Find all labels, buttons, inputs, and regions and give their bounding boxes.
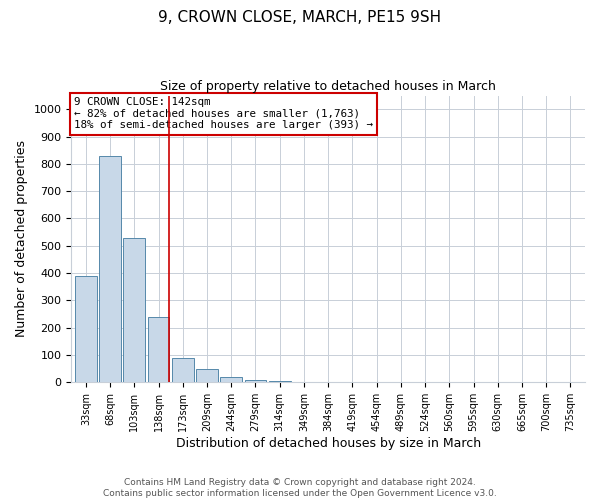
Bar — [124, 238, 145, 382]
X-axis label: Distribution of detached houses by size in March: Distribution of detached houses by size … — [176, 437, 481, 450]
Title: Size of property relative to detached houses in March: Size of property relative to detached ho… — [160, 80, 496, 93]
Text: Contains HM Land Registry data © Crown copyright and database right 2024.
Contai: Contains HM Land Registry data © Crown c… — [103, 478, 497, 498]
Bar — [172, 358, 194, 382]
Bar — [245, 380, 266, 382]
Bar — [269, 381, 290, 382]
Bar — [220, 377, 242, 382]
Text: 9, CROWN CLOSE, MARCH, PE15 9SH: 9, CROWN CLOSE, MARCH, PE15 9SH — [158, 10, 442, 25]
Y-axis label: Number of detached properties: Number of detached properties — [15, 140, 28, 338]
Bar — [196, 368, 218, 382]
Bar — [148, 317, 169, 382]
Bar — [75, 276, 97, 382]
Text: 9 CROWN CLOSE: 142sqm
← 82% of detached houses are smaller (1,763)
18% of semi-d: 9 CROWN CLOSE: 142sqm ← 82% of detached … — [74, 97, 373, 130]
Bar — [99, 156, 121, 382]
